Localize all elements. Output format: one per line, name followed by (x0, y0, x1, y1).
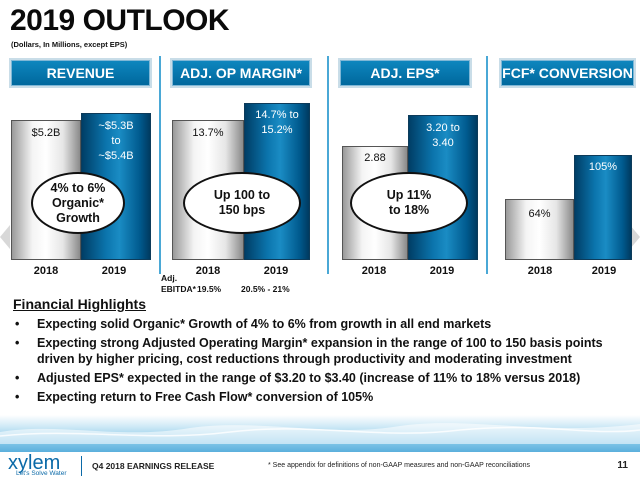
slide-subtitle: (Dollars, In Millions, except EPS) (11, 40, 128, 49)
header-revenue: REVENUE (11, 60, 150, 86)
op-margin-year-2019: 2019 (263, 265, 289, 277)
revenue-value-2019: ~$5.3B to ~$5.4B (98, 120, 134, 162)
ebitda-label: Adj. EBITDA* (161, 273, 196, 294)
footer-separator (81, 456, 82, 476)
panel-divider (486, 56, 488, 274)
ebitda-value-2019: 20.5% - 21% (241, 284, 290, 294)
ebitda-value-2018: 19.5% (197, 284, 222, 294)
footer-release-label: Q4 2018 EARNINGS RELEASE (92, 461, 215, 471)
op-margin-callout: Up 100 to 150 bps (183, 172, 301, 234)
eps-year-2018: 2018 (361, 265, 387, 277)
header-fcf-conversion: FCF* CONVERSION (501, 60, 634, 86)
op-margin-value-2019: 14.7% to 15.2% (255, 109, 299, 136)
panel-divider (159, 56, 161, 274)
footer-bar (0, 452, 640, 479)
highlights-list: Expecting solid Organic* Growth of 4% to… (13, 316, 628, 408)
logo-tagline: Let's Solve Water (16, 470, 67, 477)
fcf-year-2018: 2018 (527, 265, 553, 277)
highlight-bullet: Expecting return to Free Cash Flow* conv… (13, 389, 628, 405)
xylem-logo: xylem (8, 452, 61, 474)
header-adj-eps: ADJ. EPS* (340, 60, 470, 86)
wave-graphic (0, 423, 640, 444)
slide-title: 2019 OUTLOOK (10, 4, 230, 37)
revenue-year-2018: 2018 (33, 265, 59, 277)
fcf-value-2018: 64% (528, 208, 551, 220)
panel-divider (327, 56, 329, 274)
op-margin-year-2018: 2018 (195, 265, 221, 277)
page-number: 11 (617, 460, 628, 471)
eps-callout: Up 11% to 18% (350, 172, 468, 234)
fcf-value-2019: 105% (588, 161, 618, 173)
op-margin-value-2018: 13.7% (192, 127, 224, 139)
revenue-year-2019: 2019 (101, 265, 127, 277)
eps-value-2018: 2.88 (364, 152, 386, 164)
highlight-bullet: Adjusted EPS* expected in the range of $… (13, 370, 628, 386)
chevron-right-icon (630, 225, 640, 249)
revenue-growth-callout: 4% to 6% Organic* Growth (31, 172, 125, 234)
eps-value-2019: 3.20 to 3.40 (426, 122, 460, 149)
fcf-bar-2019 (574, 155, 632, 260)
fcf-bar-2018 (505, 199, 574, 260)
highlights-title: Financial Highlights (13, 296, 147, 312)
revenue-value-2018: $5.2B (31, 127, 61, 139)
fcf-year-2019: 2019 (591, 265, 617, 277)
footer-note: * See appendix for definitions of non-GA… (268, 462, 531, 469)
highlight-bullet: Expecting solid Organic* Growth of 4% to… (13, 316, 628, 332)
highlight-bullet: Expecting strong Adjusted Operating Marg… (13, 335, 628, 367)
eps-year-2019: 2019 (429, 265, 455, 277)
header-adj-op-margin: ADJ. OP MARGIN* (172, 60, 310, 86)
chevron-left-icon (0, 225, 10, 249)
